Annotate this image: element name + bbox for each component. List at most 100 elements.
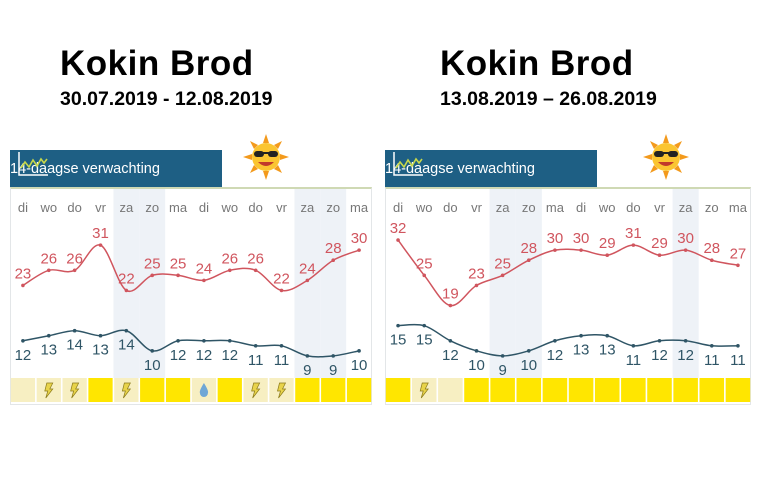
- max-temperature-label: 26: [66, 250, 83, 267]
- day-label: ma: [729, 200, 748, 215]
- max-temperature-label: 22: [118, 270, 135, 287]
- forecast-panel-left: di wo do vr za zo ma di wo do vr za zo ma 23 26 26 31 22 25…: [10, 150, 372, 405]
- max-temperature-point: [396, 238, 400, 242]
- weather-cell-sun: [346, 378, 372, 402]
- thunderstorm-icon: [277, 382, 287, 399]
- day-label: do: [443, 200, 457, 215]
- day-label: wo: [415, 200, 433, 215]
- min-temperature-point: [683, 338, 688, 343]
- max-temperature-label: 19: [442, 286, 459, 303]
- day-label: vr: [276, 200, 288, 215]
- max-temperature-label: 23: [15, 265, 32, 282]
- min-temperature-point: [736, 344, 740, 348]
- title-left: Kokin Brod: [60, 44, 254, 83]
- day-label: di: [393, 200, 403, 215]
- day-label: vr: [471, 200, 483, 215]
- day-label: vr: [95, 200, 107, 215]
- max-temperature-label: 31: [92, 225, 109, 242]
- max-temperature-point: [474, 283, 479, 288]
- max-temperature-point: [202, 278, 206, 283]
- min-temperature-label: 11: [274, 352, 290, 369]
- day-label: ma: [350, 200, 369, 215]
- weekend-column: [489, 189, 516, 378]
- weather-cell-sun: [699, 378, 725, 402]
- min-temperature-label: 9: [329, 362, 337, 379]
- weather-cell-none: [10, 378, 36, 402]
- day-label: za: [119, 200, 134, 215]
- min-temperature-label: 13: [599, 342, 616, 359]
- min-temperature-line: [22, 329, 360, 358]
- min-temperature-point: [72, 328, 77, 333]
- max-temperature-label: 30: [677, 230, 694, 247]
- min-temperature-label: 12: [221, 347, 238, 364]
- min-temperature-point: [657, 338, 662, 343]
- min-temperature-label: 15: [390, 332, 407, 349]
- thunderstorm-icon: [70, 382, 80, 399]
- max-temperature-point: [176, 273, 180, 278]
- max-temperature-point: [500, 273, 505, 278]
- min-temperature-label: 10: [468, 357, 485, 374]
- min-temperature-point: [227, 338, 232, 343]
- thunderstorm-icon: [419, 382, 429, 399]
- min-temperature-label: 14: [118, 337, 135, 354]
- line-chart-icon: [18, 152, 48, 176]
- min-temperature-label: 11: [704, 352, 720, 369]
- max-temperature-point: [553, 248, 557, 252]
- min-temperature-point: [357, 349, 361, 353]
- weather-cell-sun: [140, 378, 165, 402]
- min-temperature-point: [202, 338, 206, 343]
- min-temperature-label: 9: [498, 362, 506, 379]
- min-temperature-point: [500, 354, 505, 358]
- max-temperature-point: [305, 278, 310, 283]
- max-temperature-line: [397, 239, 739, 307]
- min-temperature-point: [396, 323, 400, 328]
- min-temperature-label: 12: [677, 347, 694, 364]
- max-temperature-point: [631, 243, 636, 247]
- min-temperature-label: 12: [170, 347, 187, 364]
- day-label: wo: [220, 200, 238, 215]
- max-temperature-point: [605, 253, 610, 257]
- weather-cell-sun: [621, 378, 646, 402]
- max-temperature-label: 25: [494, 255, 511, 272]
- max-temperature-label: 30: [351, 230, 368, 247]
- day-label: vr: [654, 200, 666, 215]
- weather-cell-sun: [217, 378, 242, 402]
- max-temperature-point: [98, 243, 103, 247]
- day-label: zo: [522, 200, 536, 215]
- day-label: di: [199, 200, 209, 215]
- rain-drop-icon: [199, 383, 209, 397]
- forecast-chart: di wo do vr za zo ma di wo do vr za zo ma322519232528…: [385, 189, 751, 402]
- min-temperature-point: [474, 349, 479, 353]
- day-label: ma: [169, 200, 188, 215]
- date-range-left: 30.07.2019 - 12.08.2019: [60, 88, 273, 110]
- weather-cell-sun: [165, 378, 191, 402]
- min-temperature-label: 9: [303, 362, 311, 379]
- max-temperature-point: [331, 258, 336, 263]
- min-temperature-label: 12: [651, 347, 668, 364]
- weather-cell-none: [438, 378, 463, 402]
- weather-cell-sun: [321, 378, 346, 402]
- day-label: do: [248, 200, 262, 215]
- min-temperature-label: 10: [144, 357, 161, 374]
- min-temperature-point: [579, 333, 583, 338]
- max-temperature-label: 24: [299, 260, 316, 277]
- panel-title: 14-daagse verwachting: [10, 160, 160, 177]
- max-temperature-label: 26: [221, 250, 238, 267]
- day-label: wo: [39, 200, 57, 215]
- day-label: wo: [598, 200, 616, 215]
- max-temperature-label: 25: [144, 255, 161, 272]
- day-label: zo: [705, 200, 719, 215]
- weekend-column: [113, 189, 140, 378]
- max-temperature-line: [22, 244, 360, 293]
- day-label: di: [18, 200, 28, 215]
- max-temperature-point: [72, 268, 77, 273]
- sun-sunglasses-emoji-icon: [243, 134, 289, 180]
- weather-cell-sun: [516, 378, 542, 402]
- min-temperature-label: 10: [351, 357, 368, 374]
- max-temperature-point: [736, 263, 740, 268]
- max-temperature-label: 29: [599, 235, 616, 252]
- max-temperature-point: [657, 253, 662, 257]
- max-temperature-point: [21, 283, 25, 288]
- weekend-column: [672, 189, 699, 378]
